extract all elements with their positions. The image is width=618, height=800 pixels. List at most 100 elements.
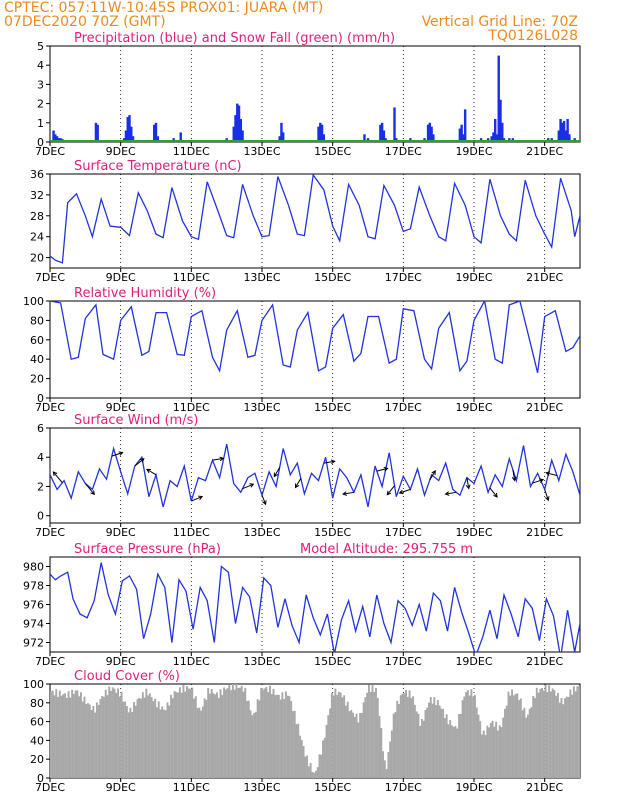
- x-tick-label: 17DEC: [385, 781, 422, 794]
- panel-press: 7DEC 9DEC 11DEC 13DEC 15DEC 17DEC 19DEC 21DEC 97…: [23, 542, 581, 668]
- wind-vector-shaft: [212, 457, 224, 461]
- cloud-bar: [325, 724, 328, 778]
- cloud-bar: [539, 688, 542, 778]
- wind-vector-head: [386, 490, 392, 496]
- cloud-bar: [332, 695, 335, 778]
- cloud-bar: [364, 697, 367, 778]
- y-tick-label: 978: [23, 580, 44, 593]
- y-tick-label: 972: [23, 637, 44, 650]
- cloud-bar: [512, 695, 515, 778]
- series-line: [50, 562, 580, 652]
- cloud-bar: [417, 713, 420, 778]
- cloud-bar: [288, 696, 291, 778]
- precip-bar: [363, 134, 366, 142]
- cloud-bar: [198, 707, 201, 778]
- cloud-bar: [555, 695, 558, 778]
- panel-title: Surface Temperature (nC): [74, 159, 242, 174]
- cloud-bar: [177, 692, 180, 778]
- x-tick-label: 9DEC: [106, 401, 136, 414]
- y-tick-label: 100: [23, 295, 44, 308]
- cloud-bar: [155, 707, 158, 778]
- precip-bar: [128, 115, 131, 142]
- cloud-bar: [118, 696, 121, 778]
- cloud-bar: [216, 692, 218, 778]
- wind-vector-shaft: [84, 483, 95, 495]
- panels: 7DEC 9DEC 11DEC 13DEC 15DEC 17DEC 19DEC 21DEC01…: [23, 31, 581, 794]
- cloud-bar: [64, 693, 67, 778]
- cloud-bar: [187, 688, 190, 778]
- x-tick-label: 7DEC: [35, 145, 65, 158]
- wind-vector-head: [431, 469, 436, 475]
- cloud-bar: [50, 691, 52, 778]
- cloud-bar: [399, 695, 402, 778]
- cloud-bar: [170, 694, 173, 778]
- cloud-bar: [525, 717, 528, 778]
- precip-bar: [564, 130, 568, 142]
- wind-vector-head: [90, 490, 96, 496]
- cloud-bar: [537, 692, 540, 778]
- cloud-bar: [276, 694, 279, 778]
- precip-bar: [232, 126, 235, 142]
- cloud-bar: [279, 699, 282, 778]
- model-id: TQ0126L028: [487, 28, 578, 44]
- cloud-bar: [359, 712, 362, 778]
- cloud-bar: [329, 708, 332, 778]
- cloud-bar: [493, 726, 496, 778]
- wind-vector: [52, 471, 63, 484]
- cloud-bar: [420, 718, 423, 778]
- cloud-bar: [489, 723, 492, 778]
- precip-bar: [499, 99, 502, 142]
- precip-bar: [94, 122, 98, 142]
- cloud-bar: [546, 692, 549, 778]
- cloud-bar: [470, 689, 473, 778]
- precip-bar: [463, 109, 467, 142]
- y-tick-label: 0: [37, 136, 44, 149]
- cloud-bar: [163, 709, 165, 778]
- cloud-bar: [387, 752, 390, 778]
- cloud-bar: [231, 684, 234, 778]
- header: CPTEC: 057:11W-10:45S PROX01: JUARA (MT)…: [4, 0, 578, 44]
- wind-vector-shaft: [544, 489, 549, 501]
- cloud-bar: [473, 694, 476, 778]
- cloud-bar: [129, 707, 132, 778]
- cloud-bar: [242, 691, 245, 778]
- cloud-bar: [283, 698, 286, 778]
- wind-vector-head: [118, 451, 124, 456]
- cloud-bar: [544, 684, 547, 778]
- x-axis: 7DEC 9DEC 11DEC 13DEC 15DEC 17DEC 19DEC 21DEC: [35, 684, 564, 794]
- cloud-bar: [382, 751, 385, 778]
- cloud-bar: [375, 687, 377, 778]
- cloud-bar: [178, 687, 181, 778]
- cloud-bar: [431, 703, 434, 778]
- cloud-bar: [491, 720, 494, 778]
- precip-bar: [237, 105, 241, 142]
- wind-vector-shaft: [111, 452, 123, 457]
- cloud-bar: [311, 771, 314, 778]
- precip-bar: [282, 132, 285, 142]
- x-axis: 7DEC 9DEC 11DEC 13DEC 15DEC 17DEC 19DEC 21DEC: [35, 301, 564, 414]
- cloud-bar: [424, 709, 427, 778]
- cloud-bar: [133, 702, 135, 778]
- cloud-bar: [147, 695, 150, 778]
- wind-vector: [134, 458, 145, 467]
- cloud-bar: [412, 696, 415, 778]
- x-tick-label: 21DEC: [526, 145, 563, 158]
- y-axis: 20 24 28 32 36: [30, 168, 50, 265]
- x-axis: 7DEC 9DEC 11DEC 13DEC 15DEC 17DEC 19DEC 21DEC: [35, 174, 564, 284]
- x-tick-label: 15DEC: [314, 145, 351, 158]
- cloud-bar: [371, 685, 374, 778]
- cloud-bar: [557, 692, 559, 778]
- cloud-bar: [451, 725, 453, 778]
- cloud-bar: [80, 692, 82, 778]
- wind-vector-head: [383, 466, 389, 472]
- x-tick-label: 13DEC: [243, 401, 280, 414]
- precip-bar: [322, 134, 326, 142]
- cloud-bar: [523, 707, 526, 778]
- precip-bar: [497, 55, 500, 142]
- cloud-bar: [87, 703, 89, 778]
- x-axis: 7DEC 9DEC 11DEC 13DEC 15DEC 17DEC 19DEC 21DEC: [35, 46, 564, 158]
- y-tick-label: 980: [23, 561, 44, 574]
- wind-vector-shaft: [242, 483, 254, 490]
- cloud-bar: [495, 721, 498, 778]
